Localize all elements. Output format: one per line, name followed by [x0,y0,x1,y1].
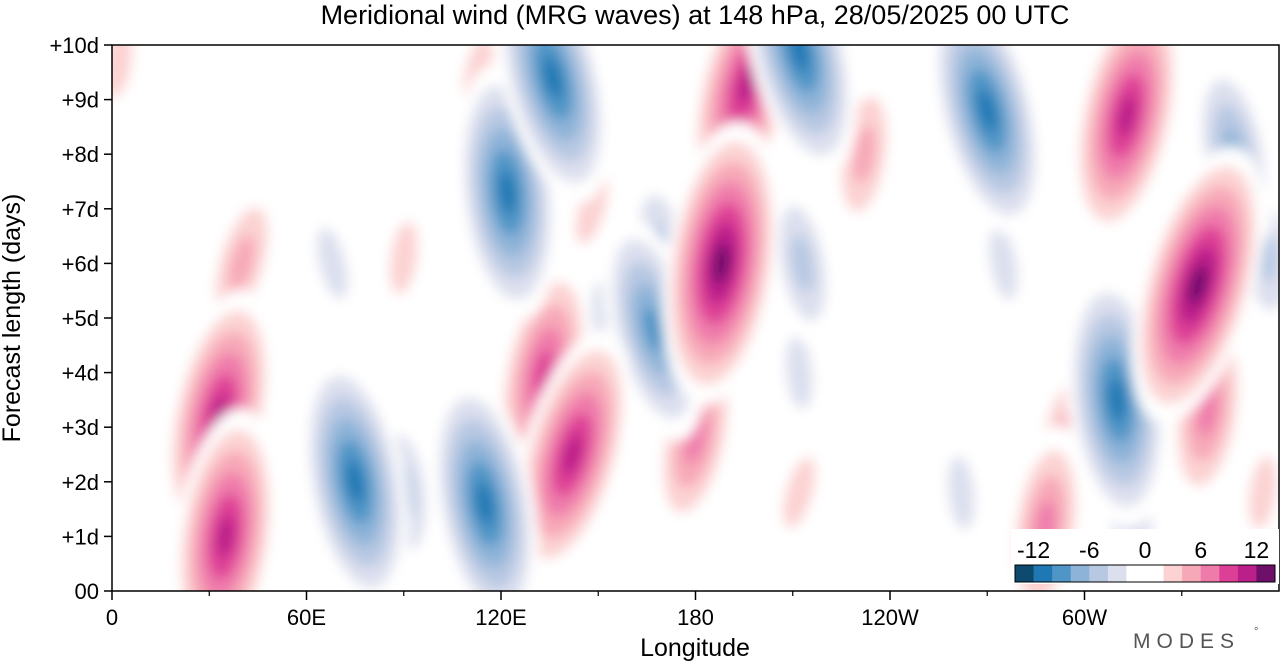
colorbar-tick-label: 12 [1244,537,1270,563]
y-tick-label: +3d [62,415,99,440]
colorbar-swatch [1219,565,1239,582]
field-feature [767,422,832,564]
colorbar-swatch [1200,565,1220,582]
contour-band [785,336,813,409]
contour-band [737,62,758,105]
colorbar-swatch [1107,565,1127,582]
colorbar-swatch [1256,565,1276,582]
colorbar-swatch [1145,565,1164,582]
contour-band [562,433,583,476]
contour-band [643,306,664,352]
field-feature [430,376,539,591]
x-axis: 0 60E 120E 180 120W 60W [106,591,1183,630]
brand-mark: ° [1254,626,1258,638]
y-tick-label: +5d [62,306,99,331]
contour-band [475,482,494,525]
contour-band [112,45,133,98]
brand-text: MODES [1133,630,1240,653]
field-feature [662,121,781,406]
field-feature [301,354,410,591]
y-tick-label: +10d [49,33,99,58]
x-tick-label: 180 [677,605,714,630]
contour-band [977,89,997,132]
contour-band [947,456,975,530]
contour-band [543,56,563,99]
modes-logo: MODES ° [1133,626,1258,653]
contour-band [1108,378,1126,422]
contour-band [790,234,815,293]
contour-band [346,460,365,504]
x-tick-label: 60E [287,605,326,630]
colorbar-swatch [1070,565,1090,582]
field-feature [1070,45,1183,243]
contour-band [498,171,517,214]
field-feature [767,177,838,350]
y-axis: 00 +1d +2d +3d +4d +5d +6d +7d +8d +9d +10d [49,33,112,604]
y-tick-label: 00 [75,579,99,604]
contour-band [216,515,235,558]
field-feature [834,369,881,486]
y-tick-label: +8d [62,142,99,167]
colorbar-tick-label: -6 [1079,537,1099,563]
field-feature [172,408,279,591]
contour-band [228,235,255,292]
field-feature [376,185,432,331]
colorbar-swatch [1237,565,1257,582]
x-tick-label: 120W [861,605,919,630]
contour-band [834,369,881,486]
y-tick-label: +4d [62,361,99,386]
y-axis-label: Forecast length (days) [0,194,26,443]
field-feature [1131,146,1265,424]
contour-band [989,227,1018,300]
plot-area [112,45,1279,591]
y-tick-label: +2d [62,470,99,495]
field-feature [512,329,633,580]
colorbar-tick-label: 0 [1139,537,1152,563]
y-tick-label: +1d [62,524,99,549]
contour-band [1117,94,1136,138]
contour-band [575,173,608,245]
colorbar-swatch [1182,565,1202,582]
field-feature [929,45,1045,237]
colorbar-tick-label: 6 [1194,537,1207,563]
colorbar-swatch [1126,565,1146,582]
colorbar-swatch [1089,565,1109,582]
contour-band [852,125,876,183]
x-tick-label: 120E [475,605,526,630]
contour-band [783,457,816,528]
colorbar-swatch [1163,565,1183,582]
contour-band [317,227,348,299]
colorbar-legend: -12 -6 0 6 12 [1011,529,1279,584]
field-feature [301,192,364,335]
x-tick-label: 0 [106,605,118,630]
field-feature [112,45,147,134]
chart-title: Meridional wind (MRG waves) at 148 hPa, … [321,0,1070,30]
field-feature [495,45,611,204]
contour-band [1248,456,1277,529]
y-tick-label: +6d [62,251,99,276]
contour-band [389,221,418,295]
colorbar-swatch [1015,565,1034,582]
field-feature [934,420,989,566]
contour-band [1188,265,1208,305]
y-tick-label: +9d [62,88,99,113]
colorbar-tick-label: -12 [1017,537,1050,563]
field-feature [1235,420,1279,566]
colorbar-swatch [1052,565,1072,582]
colorbar-swatch [1033,565,1053,582]
x-tick-label: 60W [1062,605,1107,630]
y-tick-label: +7d [62,197,99,222]
x-axis-label: Longitude [640,634,750,662]
field-feature [741,45,857,177]
contour-band [713,243,730,284]
field-feature [559,138,624,280]
contour-band [789,45,809,72]
wind-field [112,45,1279,591]
colorbar-frame [1014,564,1276,583]
